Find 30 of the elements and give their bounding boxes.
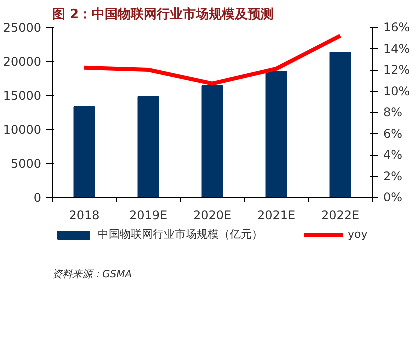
y-tick-label: 0 bbox=[34, 191, 42, 205]
x-tick-label: 2020E bbox=[193, 208, 232, 222]
y2-tick-label: 8% bbox=[384, 106, 403, 120]
bar bbox=[202, 85, 224, 198]
bar bbox=[138, 96, 160, 198]
text: 资料来源：GSMA bbox=[52, 268, 132, 280]
x-tick-label: 2019E bbox=[129, 208, 168, 222]
x-tick-label: 2018 bbox=[69, 208, 100, 222]
bar bbox=[74, 106, 96, 198]
y-tick-label: 5000 bbox=[10, 157, 42, 171]
y2-tick-label: 10% bbox=[384, 84, 410, 98]
y-tick-label: 15000 bbox=[3, 89, 42, 103]
x-tick-label: 2021E bbox=[257, 208, 296, 222]
legend-label: yoy bbox=[348, 228, 368, 241]
y2-tick-label: 14% bbox=[384, 42, 410, 56]
legend-label: 中国物联网行业市场规模（亿元） bbox=[98, 227, 263, 242]
y-tick-label: 10000 bbox=[3, 123, 42, 137]
line-series bbox=[82, 34, 342, 86]
y-tick-label: 25000 bbox=[3, 21, 42, 35]
y2-tick-label: 6% bbox=[384, 126, 403, 141]
y2-tick-label: 2% bbox=[384, 169, 403, 184]
bar bbox=[266, 71, 288, 198]
y-tick-label: 20000 bbox=[3, 55, 42, 69]
chart-title: 图 2：中国物联网行业市场规模及预测 bbox=[52, 6, 274, 22]
y2-tick-label: 16% bbox=[384, 20, 410, 34]
x-tick-label: 2022E bbox=[321, 208, 360, 222]
y2-tick-label: 4% bbox=[384, 148, 403, 162]
bar bbox=[330, 52, 352, 198]
y2-tick-label: 0% bbox=[384, 190, 403, 204]
y2-tick-label: 12% bbox=[384, 63, 410, 77]
